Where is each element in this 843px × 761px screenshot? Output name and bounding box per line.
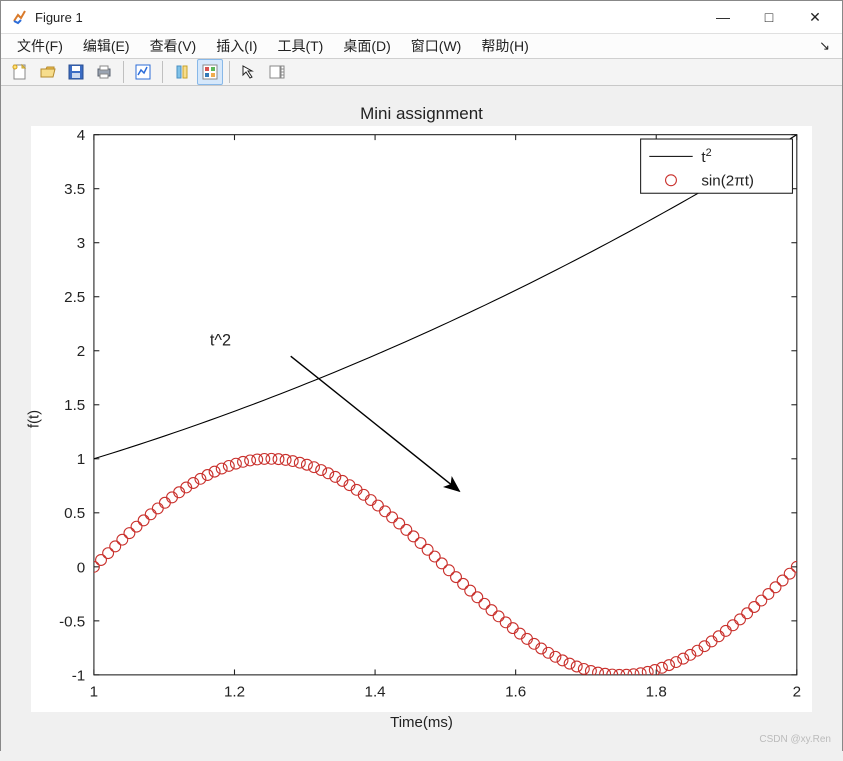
toolbar <box>1 59 842 86</box>
ytick-label: 3.5 <box>64 181 85 198</box>
maximize-button[interactable]: □ <box>746 1 792 33</box>
watermark: CSDN @xy.Ren <box>759 734 831 745</box>
xtick-label: 1.4 <box>365 684 386 701</box>
menu-help[interactable]: 帮助(H) <box>471 34 538 58</box>
titlebar: Figure 1 — □ ✕ <box>1 1 842 34</box>
toolbar-separator <box>123 61 124 83</box>
edit-plot-icon[interactable] <box>130 59 156 85</box>
plot-axes[interactable]: 1 1.2 1.4 1.6 1.8 2 -1 -0.5 0 0.5 1 1.5 2 2.5 3 3.5 4 t^2… <box>31 126 812 712</box>
x-axis-label: Time(ms) <box>390 714 453 731</box>
xtick-label: 2 <box>793 684 801 701</box>
plot-title: Mini assignment <box>360 104 483 124</box>
arrow-icon[interactable] <box>236 59 262 85</box>
insert-legend-icon[interactable] <box>197 59 223 85</box>
ytick-label: 1.5 <box>64 397 85 414</box>
xtick-label: 1 <box>90 684 98 701</box>
menubar: 文件(F) 编辑(E) 查看(V) 插入(I) 工具(T) 桌面(D) 窗口(W… <box>1 34 842 59</box>
save-icon[interactable] <box>63 59 89 85</box>
menu-insert[interactable]: 插入(I) <box>206 34 267 58</box>
window-title: Figure 1 <box>35 10 91 25</box>
menu-tools[interactable]: 工具(T) <box>267 34 333 58</box>
ytick-label: -1 <box>72 667 86 684</box>
figure-window: Figure 1 — □ ✕ 文件(F) 编辑(E) 查看(V) 插入(I) 工… <box>0 0 843 751</box>
menu-desktop[interactable]: 桌面(D) <box>333 34 400 58</box>
ytick-label: 2.5 <box>64 289 85 306</box>
xtick-label: 1.8 <box>646 684 667 701</box>
axes-wrapper: f(t) 11.21.41.61.82-1-0.500.511.522.533.… <box>31 126 812 712</box>
ytick-label: 0 <box>77 559 85 576</box>
menu-edit[interactable]: 编辑(E) <box>73 34 140 58</box>
close-button[interactable]: ✕ <box>792 1 838 33</box>
colorbar-icon[interactable] <box>264 59 290 85</box>
xtick-label: 1.6 <box>505 684 526 701</box>
axes-box <box>94 135 797 675</box>
ytick-label: 3 <box>77 235 85 252</box>
menu-view[interactable]: 查看(V) <box>140 34 207 58</box>
ytick-label: -0.5 <box>59 613 85 630</box>
ytick-label: 0.5 <box>64 505 85 522</box>
ytick-label: 2 <box>77 343 85 360</box>
print-icon[interactable] <box>91 59 117 85</box>
toolbar-separator <box>229 61 230 83</box>
link-icon[interactable] <box>169 59 195 85</box>
minimize-button[interactable]: — <box>700 1 746 33</box>
menu-file[interactable]: 文件(F) <box>7 34 73 58</box>
legend-label: sin(2πt) <box>701 173 754 190</box>
legend[interactable]: t2sin(2πt) <box>641 139 793 193</box>
y-axis-label: f(t) <box>26 410 43 428</box>
annotation-text: t^2 <box>210 331 231 349</box>
matlab-icon <box>11 8 29 26</box>
menu-window[interactable]: 窗口(W) <box>401 34 472 58</box>
menu-overflow-icon[interactable]: ↘ <box>813 38 836 54</box>
xtick-label: 1.2 <box>224 684 245 701</box>
new-figure-icon[interactable] <box>7 59 33 85</box>
ytick-label: 1 <box>77 451 85 468</box>
open-icon[interactable] <box>35 59 61 85</box>
ytick-label: 4 <box>77 127 85 144</box>
figure-area: Mini assignment f(t) 1 1.2 1.4 1.6 1.8 2 -1 -0.… <box>1 86 842 761</box>
toolbar-separator <box>162 61 163 83</box>
